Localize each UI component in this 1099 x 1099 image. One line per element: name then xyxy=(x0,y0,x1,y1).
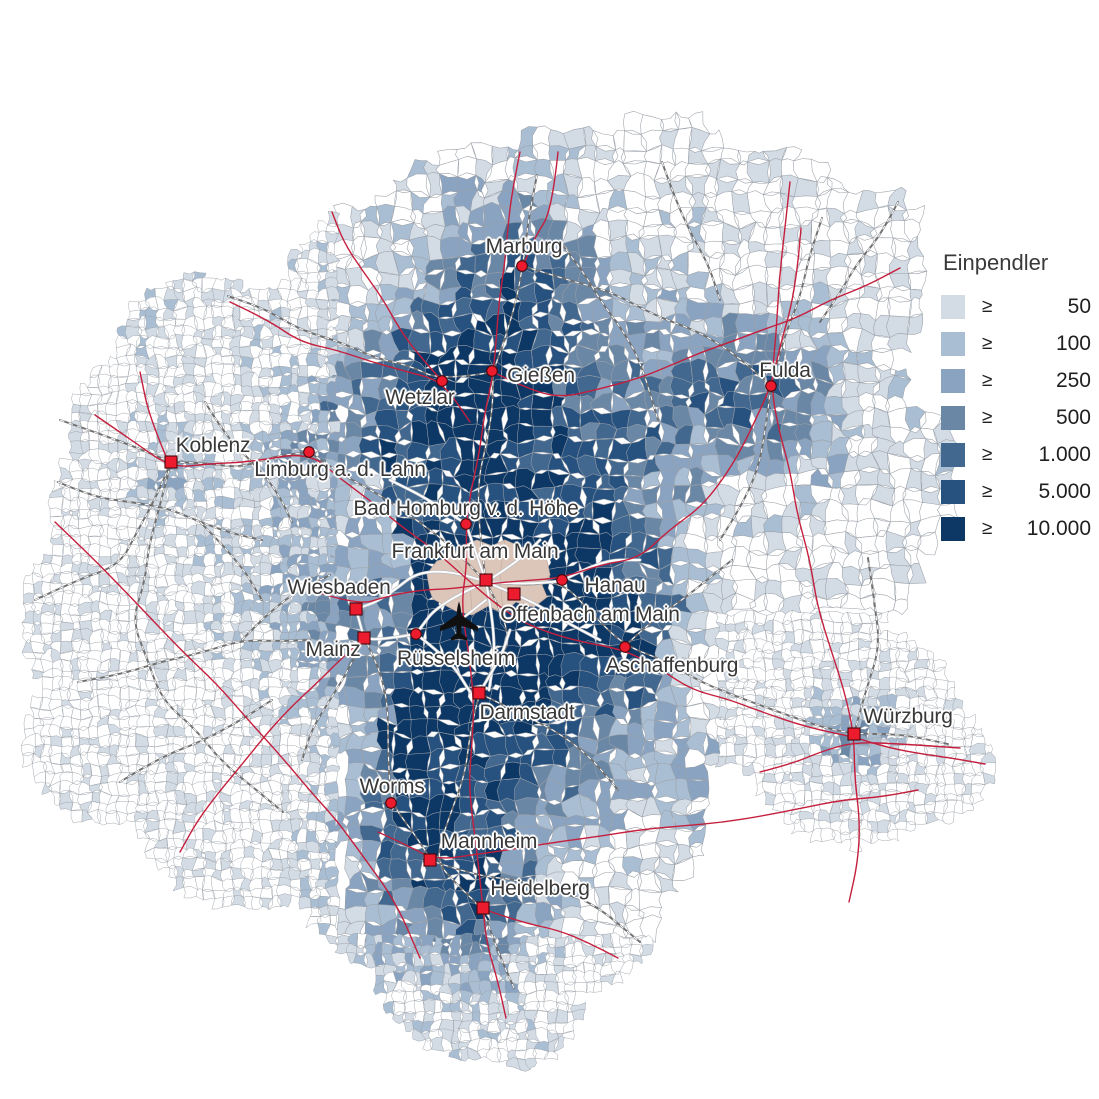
legend-value: 5.000 xyxy=(1038,479,1091,503)
airplane-icon xyxy=(440,601,478,641)
city-marker-mainz xyxy=(357,631,371,645)
legend-row: ≥50 xyxy=(941,288,1091,325)
city-marker-wetzlar xyxy=(436,375,448,387)
legend-row: ≥1.000 xyxy=(941,436,1091,473)
city-marker-worms xyxy=(385,797,397,809)
legend: Einpendler ≥50 ≥100 ≥250 ≥500 ≥1.000 ≥5.000 ≥1… xyxy=(941,250,1091,547)
legend-row: ≥250 xyxy=(941,362,1091,399)
legend-swatch xyxy=(941,405,965,430)
legend-operator: ≥ xyxy=(982,480,993,502)
legend-operator: ≥ xyxy=(982,369,993,391)
city-marker-wuerzburg xyxy=(847,727,861,741)
legend-swatch xyxy=(941,368,965,393)
city-marker-mannheim xyxy=(423,853,437,867)
city-marker-ruesselsheim xyxy=(410,628,422,640)
legend-value: 50 xyxy=(1067,294,1091,318)
city-marker-giessen xyxy=(486,365,498,377)
legend-operator: ≥ xyxy=(982,332,993,354)
railway-lines xyxy=(34,161,949,989)
legend-value: 1.000 xyxy=(1038,442,1091,466)
legend-value: 250 xyxy=(1055,368,1091,392)
city-marker-frankfurt xyxy=(479,573,493,587)
legend-operator: ≥ xyxy=(982,295,993,317)
city-marker-hanau xyxy=(556,574,568,586)
legend-rows: ≥50 ≥100 ≥250 ≥500 ≥1.000 ≥5.000 ≥10.000 xyxy=(941,288,1091,547)
city-markers xyxy=(164,260,861,915)
legend-swatch xyxy=(941,516,965,541)
city-marker-marburg xyxy=(516,260,528,272)
city-marker-wiesbaden xyxy=(349,602,363,616)
legend-operator: ≥ xyxy=(982,406,993,428)
target-city-district-borders xyxy=(451,539,506,616)
legend-value: 500 xyxy=(1055,405,1091,429)
local-roads xyxy=(354,478,642,695)
highway-lines xyxy=(54,151,986,1019)
legend-value: 10.000 xyxy=(1026,516,1091,540)
legend-swatch xyxy=(941,442,965,467)
city-marker-bad-homburg xyxy=(460,518,472,530)
legend-row: ≥500 xyxy=(941,399,1091,436)
city-marker-limburg xyxy=(303,446,315,458)
legend-operator: ≥ xyxy=(982,517,993,539)
legend-row: ≥5.000 xyxy=(941,473,1091,510)
legend-swatch xyxy=(941,294,965,319)
legend-operator: ≥ xyxy=(982,443,993,465)
city-marker-fulda xyxy=(765,380,777,392)
legend-value: 100 xyxy=(1055,331,1091,355)
city-marker-koblenz xyxy=(164,455,178,469)
legend-title: Einpendler xyxy=(943,250,1049,275)
legend-row: ≥100 xyxy=(941,325,1091,362)
city-marker-offenbach xyxy=(507,587,521,601)
city-marker-aschaffenburg xyxy=(619,641,631,653)
legend-row: ≥10.000 xyxy=(941,510,1091,547)
legend-swatch xyxy=(941,479,965,504)
legend-swatch xyxy=(941,331,965,356)
city-marker-darmstadt xyxy=(472,686,486,700)
city-marker-heidelberg xyxy=(476,901,490,915)
